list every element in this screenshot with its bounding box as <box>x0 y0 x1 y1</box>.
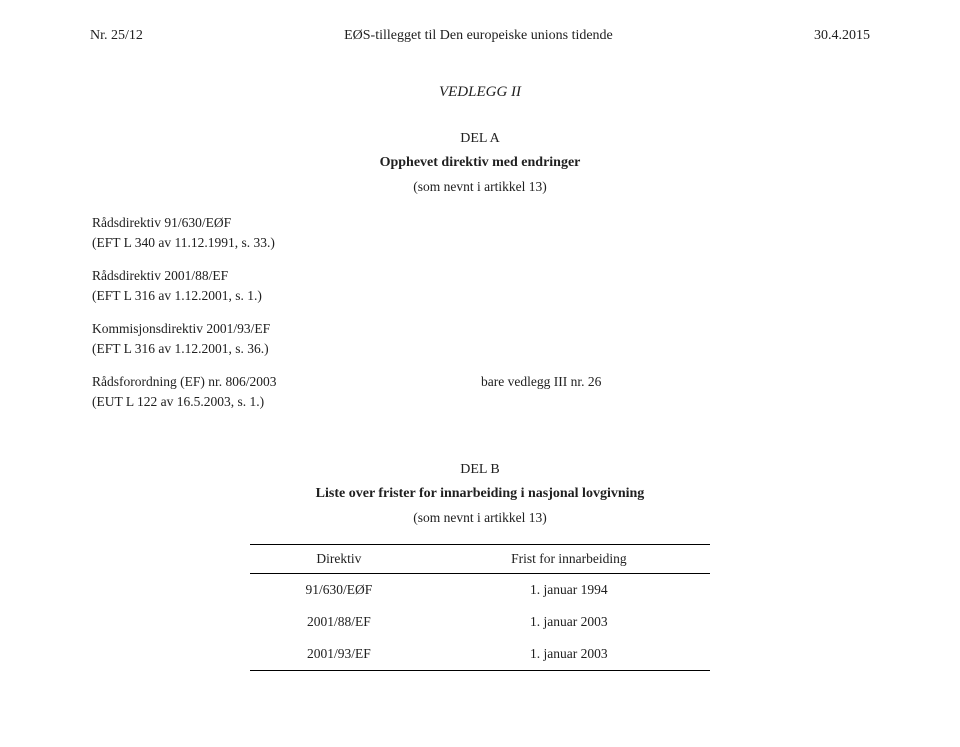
ref-line1: Rådsdirektiv 2001/88/EF <box>92 266 870 286</box>
ref-line2: (EFT L 316 av 1.12.2001, s. 36.) <box>92 339 870 359</box>
table-row: 2001/93/EF 1. januar 2003 <box>250 638 710 671</box>
table-col1-header: Direktiv <box>250 544 428 573</box>
ref-line2: (EUT L 122 av 16.5.2003, s. 1.) <box>92 392 481 412</box>
header-right: 30.4.2015 <box>814 28 870 44</box>
ref-line1: Rådsdirektiv 91/630/EØF <box>92 213 870 233</box>
table-cell: 91/630/EØF <box>250 573 428 606</box>
page-header: Nr. 25/12 EØS-tillegget til Den europeis… <box>90 28 870 44</box>
reference-item-with-note: Rådsforordning (EF) nr. 806/2003 (EUT L … <box>92 372 870 411</box>
table-cell: 1. januar 2003 <box>428 638 710 671</box>
part-a-note: (som nevnt i artikkel 13) <box>90 179 870 195</box>
reference-item: Rådsdirektiv 2001/88/EF (EFT L 316 av 1.… <box>92 266 870 305</box>
table-cell: 2001/88/EF <box>250 606 428 638</box>
table-header-row: Direktiv Frist for innarbeiding <box>250 544 710 573</box>
references-block: Rådsdirektiv 91/630/EØF (EFT L 340 av 11… <box>92 213 870 412</box>
header-center: EØS-tillegget til Den europeiske unions … <box>143 28 814 44</box>
table-cell: 2001/93/EF <box>250 638 428 671</box>
table-cell: 1. januar 1994 <box>428 573 710 606</box>
page-container: Nr. 25/12 EØS-tillegget til Den europeis… <box>0 0 960 747</box>
header-left: Nr. 25/12 <box>90 28 143 44</box>
reference-item: Rådsdirektiv 91/630/EØF (EFT L 340 av 11… <box>92 213 870 252</box>
part-b-subtitle: Liste over frister for innarbeiding i na… <box>90 486 870 502</box>
part-a-label: DEL A <box>90 131 870 147</box>
table-cell: 1. januar 2003 <box>428 606 710 638</box>
ref-line2: (EFT L 340 av 11.12.1991, s. 33.) <box>92 233 870 253</box>
table-wrap: Direktiv Frist for innarbeiding 91/630/E… <box>250 544 710 671</box>
reference-item: Kommisjonsdirektiv 2001/93/EF (EFT L 316… <box>92 319 870 358</box>
table-col2-header: Frist for innarbeiding <box>428 544 710 573</box>
deadlines-table: Direktiv Frist for innarbeiding 91/630/E… <box>250 544 710 671</box>
ref-line1: Rådsforordning (EF) nr. 806/2003 <box>92 372 481 392</box>
ref-right-note: bare vedlegg III nr. 26 <box>481 372 870 411</box>
annex-title: VEDLEGG II <box>90 84 870 101</box>
table-row: 91/630/EØF 1. januar 1994 <box>250 573 710 606</box>
table-row: 2001/88/EF 1. januar 2003 <box>250 606 710 638</box>
part-b-label: DEL B <box>90 462 870 478</box>
part-b-note: (som nevnt i artikkel 13) <box>90 510 870 526</box>
ref-left-col: Rådsforordning (EF) nr. 806/2003 (EUT L … <box>92 372 481 411</box>
ref-line2: (EFT L 316 av 1.12.2001, s. 1.) <box>92 286 870 306</box>
part-a-subtitle: Opphevet direktiv med endringer <box>90 155 870 171</box>
ref-line1: Kommisjonsdirektiv 2001/93/EF <box>92 319 870 339</box>
